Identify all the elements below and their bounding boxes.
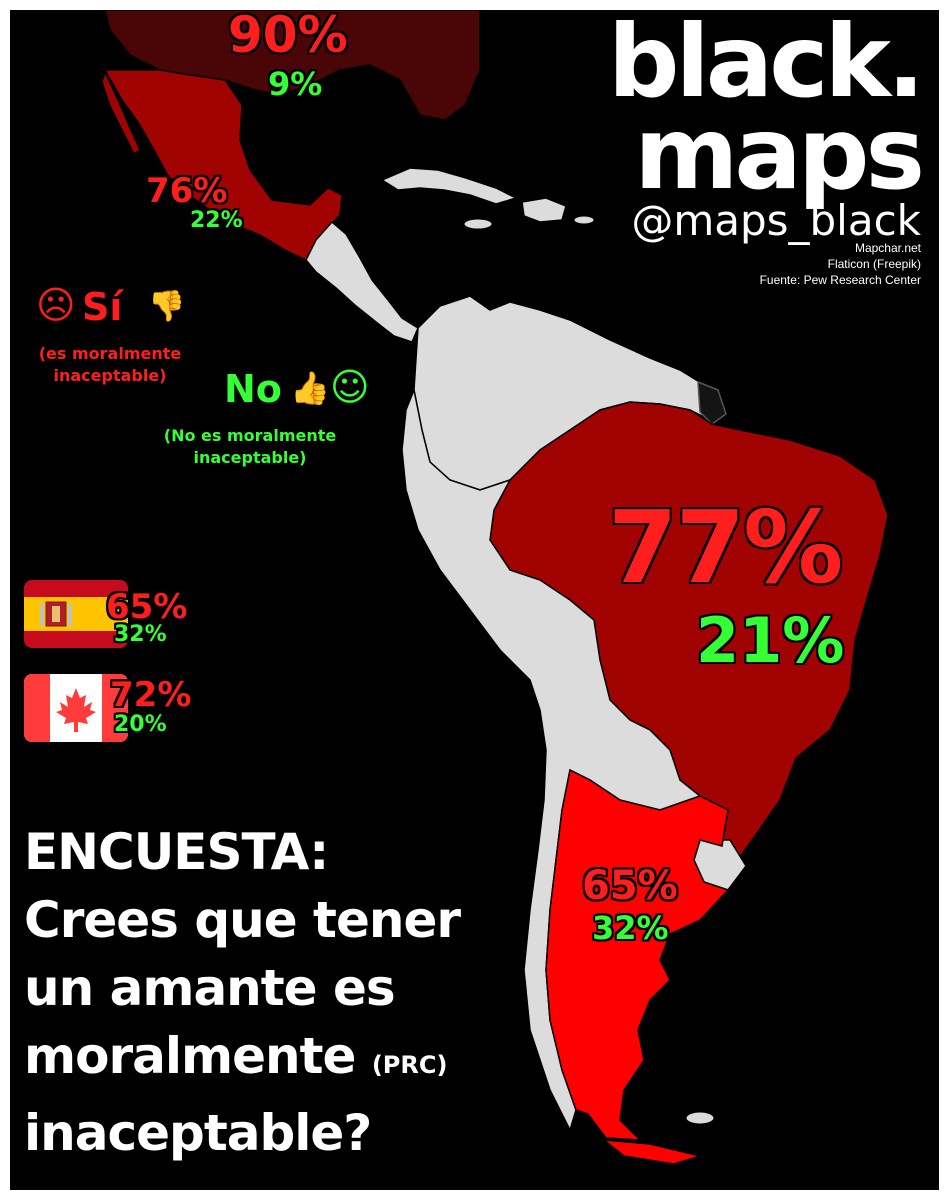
spain-no-value: 32% [114,622,167,647]
usa-no-value: 9% [268,65,323,103]
mexico-yes-value: 76% [146,171,228,211]
legend-no-note-line1: (No es moralmente [163,426,337,445]
spain-yes-value: 65% [106,587,188,627]
usa-yes-value: 90% [228,10,348,64]
survey-question: ENCUESTA: Crees que tener un amante es m… [24,818,461,1167]
legend-yes-label: Sí [82,285,123,329]
angry-face-icon: ☹ [36,283,76,327]
hispaniola-island [521,197,567,223]
argentina-no-value: 32% [592,909,669,947]
question-line4: moralmente [24,1027,356,1085]
spain-flag-icon [24,580,128,648]
usa-region [104,10,481,121]
legend-yes-note-line2: inaceptable) [53,365,167,385]
cuba-island [380,167,519,205]
tierra-del-fuego-region [601,1139,703,1165]
brand-title-line2: maps [634,95,925,212]
legend-no-note: (No es moralmente inaceptable) [130,425,370,468]
americas-map [101,10,889,1165]
map-panel: black. maps @maps_black Mapchar.net Flat… [10,10,939,1190]
legend-no-label: No [224,367,282,411]
french-guiana-region [697,380,727,425]
canada-yes-value: 72% [110,675,192,715]
brazil-no-value: 21% [696,604,845,677]
central-america-region [305,220,419,343]
legend-no-note-line2: inaceptable) [193,447,307,467]
brand-title: black. maps [607,10,925,212]
legend-yes-note: (es moralmente inaceptable) [10,343,210,386]
legend-yes-note-line1: (es moralmente [38,344,182,363]
mexico-no-value: 22% [190,208,243,233]
puerto-rico-island [573,215,595,225]
question-line5: inaceptable? [24,1104,372,1162]
thumbs-up-icon: 👍 [290,369,330,407]
question-source-tag: (PRC) [371,1051,448,1079]
canada-no-value: 20% [114,712,167,737]
question-line1: ENCUESTA: [24,823,329,881]
question-line2: Crees que tener [24,891,461,949]
question-line4-wrap: moralmente (PRC) [24,1022,460,1099]
brand-title-line1: black. [607,10,925,120]
argentina-yes-value: 65% [582,863,678,909]
argentina-region [545,768,730,1141]
credit-flaticon: Flaticon (Freepik) [827,257,921,271]
brand-handle: @maps_black [631,196,921,245]
brazil-yes-value: 77% [608,489,843,606]
question-line3: un amante es [24,959,396,1017]
smiley-face-icon: ☺ [330,365,370,409]
canada-flag-icon [24,674,128,742]
thumbs-down-icon: 👎 [148,289,186,324]
credit-source: Fuente: Pew Research Center [759,273,921,287]
jamaica-island [463,218,493,230]
baja-california-region [101,69,141,156]
falklands-island [685,1111,715,1125]
credit-mapchart: Mapchar.net [854,241,921,255]
